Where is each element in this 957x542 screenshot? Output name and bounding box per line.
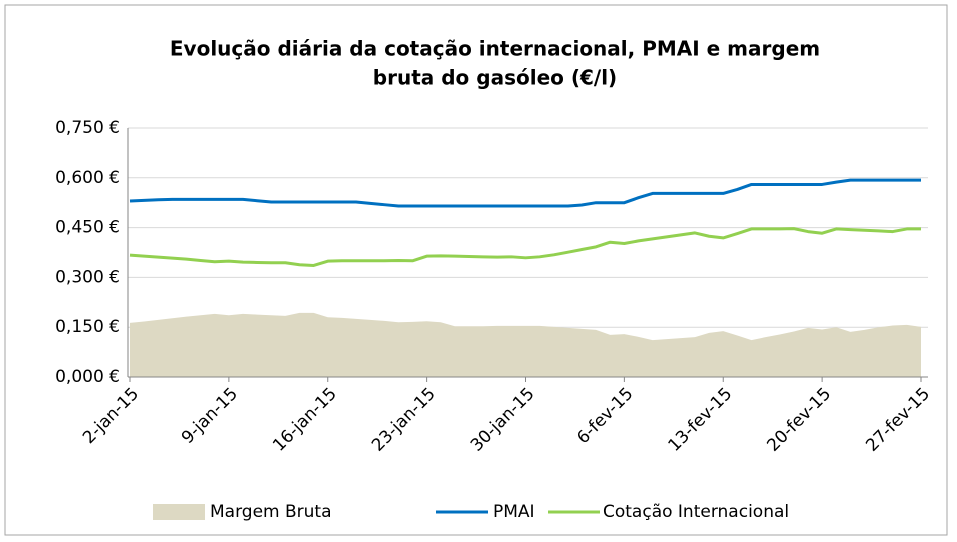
y-tick-label: 0,450 € — [55, 218, 120, 238]
y-tick-label: 0,150 € — [55, 317, 120, 337]
line — [129, 227, 921, 267]
area — [130, 312, 921, 377]
y-tick-label: 0,750 € — [55, 118, 120, 138]
legend-swatch — [153, 504, 205, 520]
line — [129, 178, 921, 208]
y-tick-label: 0,600 € — [55, 168, 120, 188]
legend-label: PMAI — [493, 502, 535, 522]
legend-label: Cotação Internacional — [603, 502, 789, 522]
chart-border — [4, 4, 948, 536]
y-tick-label: 0,000 € — [55, 367, 120, 387]
chart-title: bruta do gasóleo (€/l) — [373, 66, 617, 90]
legend-label: Margem Bruta — [210, 502, 332, 522]
chart-title: Evolução diária da cotação internacional… — [170, 37, 820, 61]
y-tick-label: 0,300 € — [55, 267, 120, 287]
